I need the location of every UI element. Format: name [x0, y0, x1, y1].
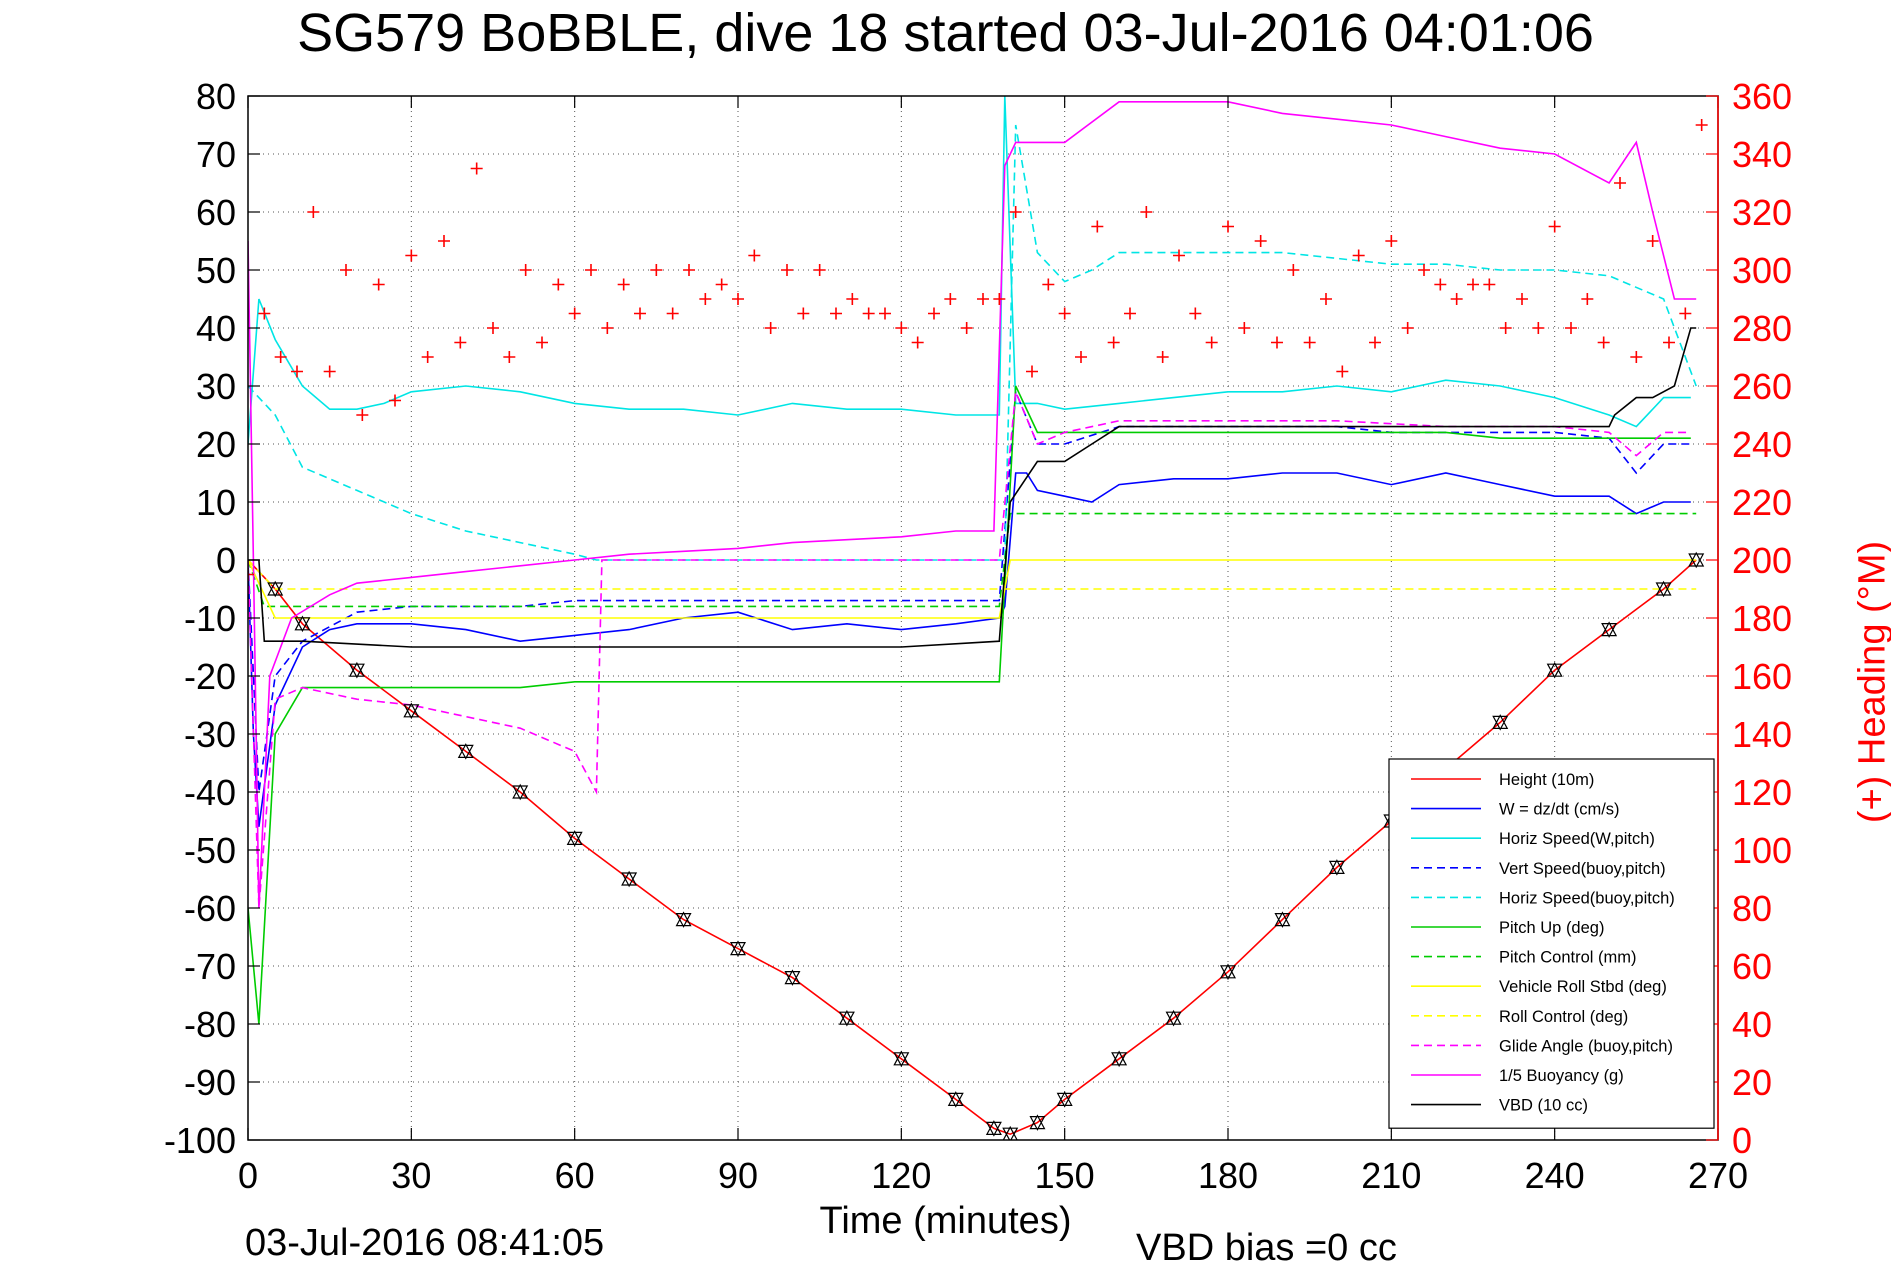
- y-tick-label: -90: [184, 1062, 236, 1103]
- right-axis-label: (+) Heading (°M): [1852, 541, 1891, 823]
- legend-label: Vehicle Roll Stbd (deg): [1499, 978, 1667, 996]
- series-heading: [242, 119, 1708, 581]
- series-vehicle-roll-stbd-deg: [248, 560, 1696, 618]
- legend-label: Pitch Up (deg): [1499, 919, 1604, 937]
- legend-label: Vert Speed(buoy,pitch): [1499, 860, 1666, 878]
- right-tick-label: 280: [1732, 308, 1792, 349]
- y-tick-label: 40: [196, 308, 236, 349]
- x-tick-label: 240: [1525, 1155, 1585, 1196]
- legend-label: Glide Angle (buoy,pitch): [1499, 1037, 1673, 1055]
- right-tick-label: 320: [1732, 192, 1792, 233]
- right-tick-label: 180: [1732, 598, 1792, 639]
- legend-label: Height (10m): [1499, 771, 1594, 789]
- x-tick-label: 180: [1198, 1155, 1258, 1196]
- series-vbd-10-cc: [248, 328, 1696, 647]
- right-tick-label: 200: [1732, 540, 1792, 581]
- right-tick-label: 160: [1732, 656, 1792, 697]
- footer-vbd-bias: VBD bias =0 cc: [1136, 1227, 1397, 1270]
- y-tick-label: 70: [196, 134, 236, 175]
- x-tick-label: 0: [238, 1155, 258, 1196]
- legend-label: VBD (10 cc): [1499, 1097, 1588, 1115]
- y-tick-label: -50: [184, 830, 236, 871]
- legend-label: Pitch Control (mm): [1499, 949, 1637, 967]
- y-tick-label: 80: [196, 76, 236, 117]
- right-axis-ticks: 3603403203002802602402202001801601401201…: [1706, 76, 1792, 1161]
- y-tick-label: 60: [196, 192, 236, 233]
- right-tick-label: 100: [1732, 830, 1792, 871]
- right-tick-label: 120: [1732, 772, 1792, 813]
- x-tick-label: 120: [871, 1155, 931, 1196]
- right-tick-label: 60: [1732, 946, 1772, 987]
- right-tick-label: 220: [1732, 482, 1792, 523]
- x-tick-label: 90: [718, 1155, 758, 1196]
- series-vert-speed-buoy-pitch: [248, 392, 1691, 792]
- y-tick-label: -30: [184, 714, 236, 755]
- y-tick-label: 50: [196, 250, 236, 291]
- y-tick-label: -40: [184, 772, 236, 813]
- series-horiz-speed-w-pitch: [248, 96, 1691, 444]
- y-tick-label: 0: [216, 540, 236, 581]
- y-tick-label: 10: [196, 482, 236, 523]
- y-tick-label: -60: [184, 888, 236, 929]
- legend: Height (10m) W = dz/dt (cm/s) Horiz Speed(…: [1389, 759, 1714, 1128]
- right-tick-label: 80: [1732, 888, 1772, 929]
- right-tick-label: 0: [1732, 1120, 1752, 1161]
- y-tick-label: -20: [184, 656, 236, 697]
- x-tick-label: 60: [555, 1155, 595, 1196]
- right-tick-label: 260: [1732, 366, 1792, 407]
- right-tick-label: 40: [1732, 1004, 1772, 1045]
- y-tick-label: 20: [196, 424, 236, 465]
- legend-label: 1/5 Buoyancy (g): [1499, 1067, 1624, 1085]
- legend-label: Horiz Speed(W,pitch): [1499, 830, 1655, 848]
- x-tick-label: 30: [391, 1155, 431, 1196]
- legend-label: W = dz/dt (cm/s): [1499, 801, 1620, 819]
- series-roll-control-deg: [248, 560, 1696, 589]
- right-tick-label: 340: [1732, 134, 1792, 175]
- right-tick-label: 240: [1732, 424, 1792, 465]
- y-tick-label: -100: [164, 1120, 236, 1161]
- x-tick-label: 210: [1361, 1155, 1421, 1196]
- x-tick-label: 270: [1688, 1155, 1748, 1196]
- legend-label: Roll Control (deg): [1499, 1008, 1628, 1026]
- x-tick-label: 150: [1035, 1155, 1095, 1196]
- right-tick-label: 140: [1732, 714, 1792, 755]
- y-tick-label: 30: [196, 366, 236, 407]
- footer-timestamp: 03-Jul-2016 08:41:05: [245, 1222, 604, 1265]
- y-axis-ticks: 80 70 60 50 40 30 20 10 0 -10 -20 -30 -40 -50 -60 -70 -8…: [164, 76, 260, 1161]
- right-tick-label: 300: [1732, 250, 1792, 291]
- legend-label: Horiz Speed(buoy,pitch): [1499, 889, 1675, 907]
- y-tick-label: -80: [184, 1004, 236, 1045]
- right-tick-label: 360: [1732, 76, 1792, 117]
- y-tick-label: -10: [184, 598, 236, 639]
- y-tick-label: -70: [184, 946, 236, 987]
- right-tick-label: 20: [1732, 1062, 1772, 1103]
